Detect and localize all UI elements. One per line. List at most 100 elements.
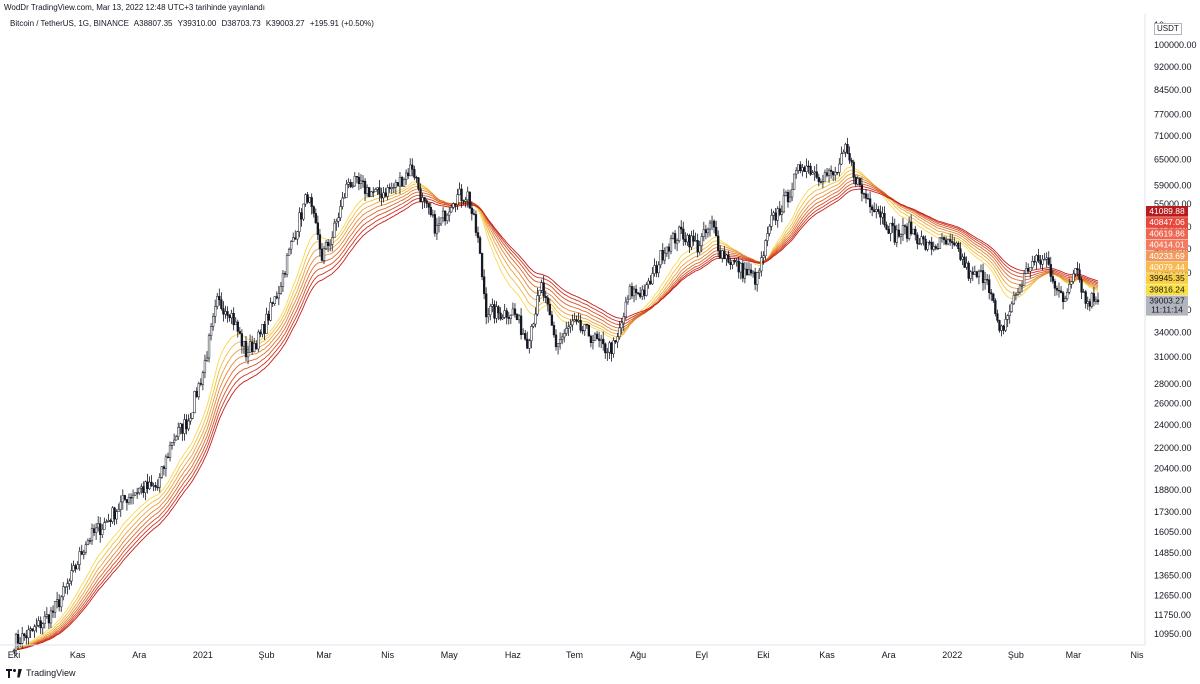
candle-body <box>269 302 272 321</box>
candle-body <box>1096 299 1100 303</box>
candle-body <box>505 310 508 318</box>
tradingview-logo[interactable]: TradingView <box>6 668 76 678</box>
candle-body <box>719 250 722 259</box>
price-tick-label: 31000.00 <box>1154 352 1192 362</box>
candle-body <box>478 237 482 254</box>
candle-body <box>659 250 662 266</box>
candle-body <box>138 487 141 494</box>
candlestick-series <box>12 137 1100 656</box>
price-tick-label: 42500.00 <box>1154 268 1192 278</box>
candle-body <box>852 161 855 178</box>
candle-body <box>717 235 720 251</box>
candle-body <box>101 528 104 535</box>
candle-body <box>844 144 847 153</box>
candle-body <box>248 341 252 353</box>
candle-body <box>1094 299 1098 302</box>
ema-price-tag-label: 41089.88 <box>1149 206 1185 216</box>
time-axis[interactable]: Eki Kas Ara 2021 Şub Mar Nis May Haz Tem Ağu Eyl Eki… <box>8 650 1144 660</box>
candle-body <box>575 319 578 322</box>
candle-body <box>1061 292 1065 303</box>
candle-body <box>158 477 161 488</box>
candle-body <box>538 289 541 296</box>
candle-body <box>140 486 143 489</box>
candle-body <box>312 206 315 214</box>
time-tick-label: Mar <box>316 650 332 660</box>
candle-body <box>450 207 453 213</box>
candle-body <box>983 279 987 284</box>
candle-body <box>540 282 543 291</box>
candle-body <box>632 288 636 297</box>
ema-price-tag-label: 39945.35 <box>1149 273 1185 283</box>
currency-badge[interactable]: USDT <box>1154 23 1182 35</box>
candle-body <box>88 540 92 542</box>
candle-body <box>355 176 359 178</box>
candle-body <box>195 391 198 398</box>
candle-body <box>64 586 67 588</box>
candle-body <box>895 229 898 243</box>
candle-body <box>942 237 946 241</box>
candle-body <box>320 248 324 261</box>
candle-body <box>567 326 570 329</box>
candle-body <box>353 176 356 187</box>
candle-body <box>43 616 46 624</box>
time-tick-label: Şub <box>259 650 275 660</box>
candle-body <box>694 240 697 242</box>
candle-body <box>92 528 96 533</box>
time-tick-label: Şub <box>1008 650 1024 660</box>
candle-body <box>216 295 219 307</box>
candle-body <box>548 304 551 316</box>
candle-body <box>1041 259 1044 265</box>
candle-body <box>862 193 866 195</box>
ema-line-8 <box>13 188 1099 651</box>
candle-body <box>491 304 494 307</box>
candle-body <box>801 167 804 172</box>
candle-body <box>569 324 572 328</box>
candle-body <box>973 271 976 275</box>
candle-body <box>480 253 484 278</box>
candle-body <box>829 169 833 172</box>
candle-body <box>1092 293 1096 302</box>
candle-body <box>729 262 732 265</box>
candle-body <box>316 222 319 235</box>
candle-body <box>593 333 597 341</box>
candle-body <box>507 317 510 319</box>
candle-body <box>78 551 81 565</box>
candle-body <box>152 485 155 487</box>
candle-body <box>854 177 857 185</box>
symbol-name[interactable]: Bitcoin / TetherUS, 1G, BINANCE <box>10 19 130 28</box>
candle-body <box>146 481 149 489</box>
candle-body <box>1020 285 1024 287</box>
candle-body <box>1059 290 1063 293</box>
candle-body <box>600 338 603 341</box>
candle-body <box>357 176 361 184</box>
candle-body <box>187 420 190 430</box>
candle-body <box>809 165 812 175</box>
candle-body <box>205 357 209 361</box>
candle-body <box>581 329 584 332</box>
candle-body <box>688 235 691 248</box>
candle-body <box>429 206 432 216</box>
candle-body <box>526 338 529 349</box>
candle-body <box>905 226 909 239</box>
candle-body <box>413 169 416 178</box>
candle-body <box>1051 276 1054 282</box>
price-tick-label: 65000.00 <box>1154 155 1192 165</box>
candle-body <box>386 187 389 197</box>
candle-body <box>823 172 827 182</box>
symbol-legend[interactable]: Bitcoin / TetherUS, 1G, BINANCE A38807.3… <box>10 19 377 28</box>
candle-body <box>23 633 26 637</box>
candle-body <box>893 225 896 243</box>
price-axis[interactable]: 100000.00 92000.00 84500.00 77000.00 71000.0… <box>1154 20 1197 639</box>
ema-line-2 <box>13 169 1099 651</box>
candle-body <box>390 187 393 190</box>
candle-body <box>437 223 441 226</box>
time-tick-label: Ağu <box>630 650 646 660</box>
candle-body <box>431 214 434 216</box>
candle-body <box>951 241 954 244</box>
ema-line-1 <box>13 166 1099 651</box>
candle-body <box>136 492 139 494</box>
candle-body <box>27 629 30 639</box>
candle-body <box>12 650 16 652</box>
candle-body <box>172 439 176 443</box>
